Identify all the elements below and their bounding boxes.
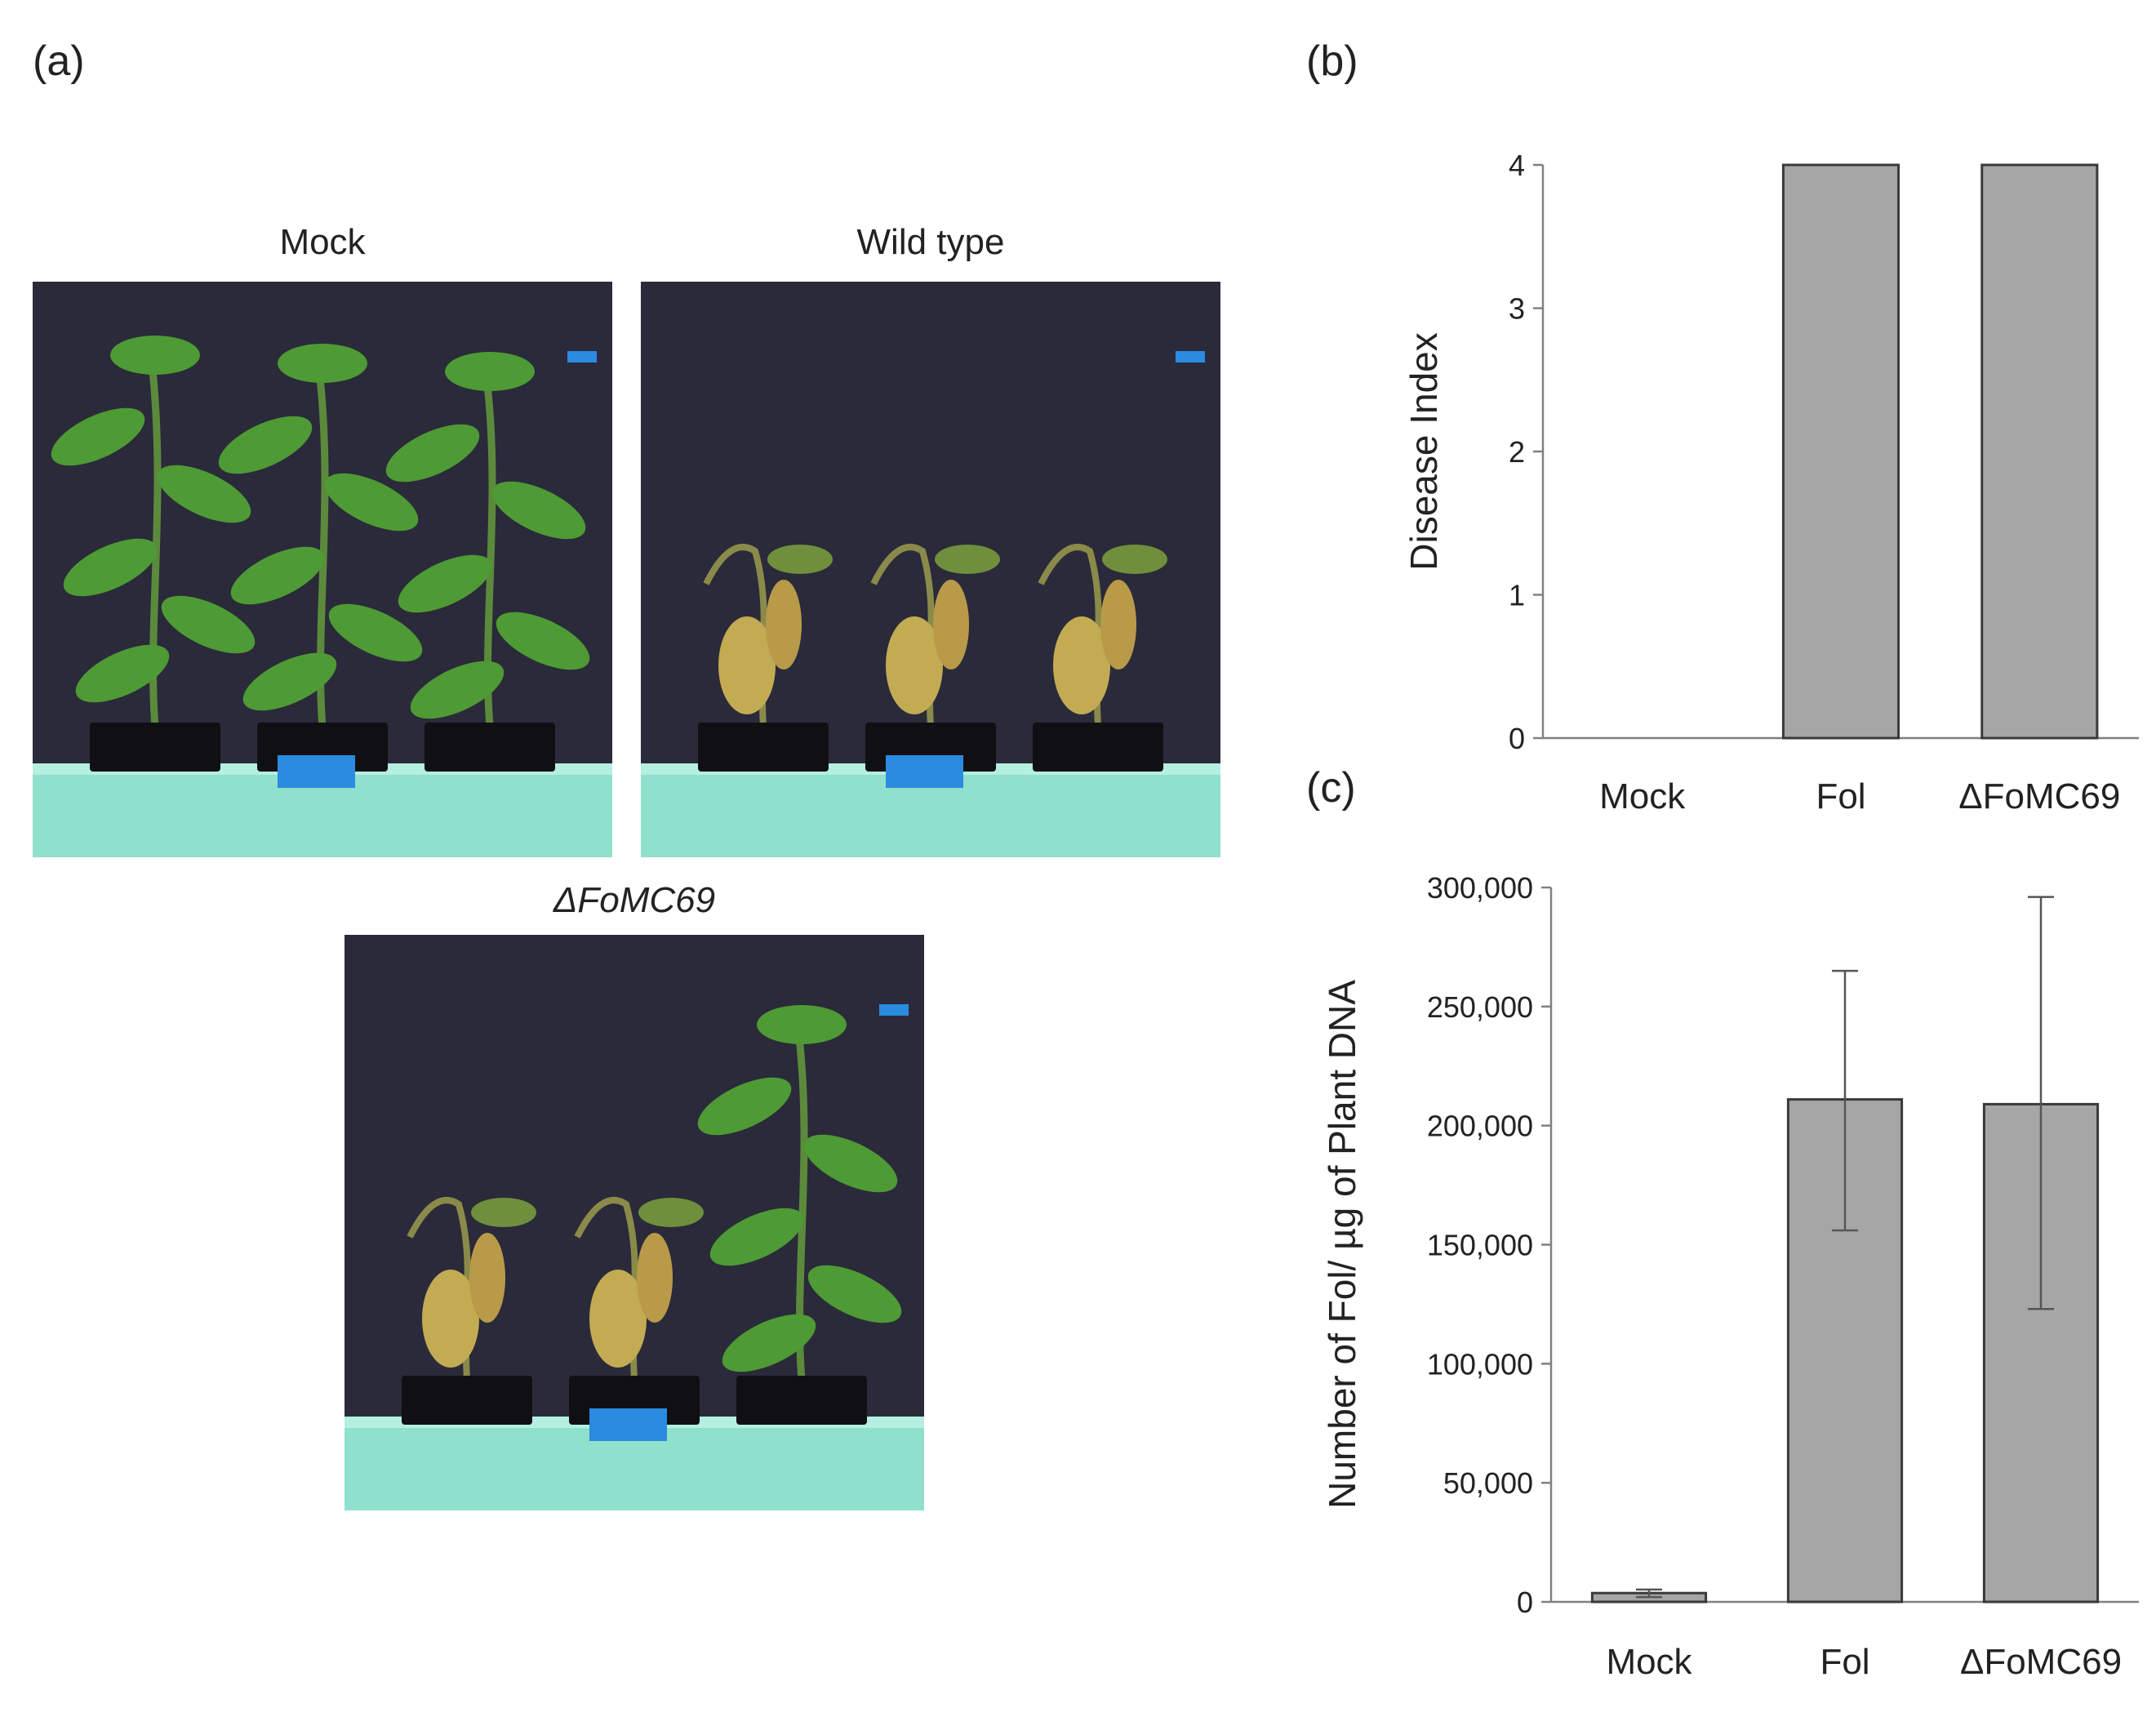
bar-Fol — [1781, 163, 1900, 740]
wilted-leaf — [766, 580, 802, 669]
leaf — [697, 1077, 792, 1136]
category-label: ΔFoMC69 — [1960, 1642, 2122, 1682]
tape-label — [589, 1408, 667, 1441]
y-axis-title: Disease Index — [1403, 332, 1445, 571]
pot — [90, 723, 220, 772]
panel-c-letter: (c) — [1306, 764, 1356, 812]
leaf — [230, 546, 325, 605]
category-label: Fol — [1820, 1642, 1869, 1682]
y-tick-label: 150,000 — [1427, 1229, 1533, 1262]
category-label: Mock — [1599, 776, 1686, 816]
y-tick-label: 0 — [1517, 1586, 1533, 1619]
photo-illustration — [345, 935, 924, 1510]
leaf — [63, 538, 158, 597]
leaf — [157, 465, 251, 523]
wilted-leaf — [933, 580, 969, 669]
y-tick-label: 1 — [1509, 579, 1525, 612]
y-axis-title: Number of Fol/ µg of Plant DNA — [1321, 980, 1363, 1509]
leaf — [471, 1198, 536, 1227]
disease-index-chart: 0 1 2 3 4 Mock Fol ΔFoMC69 Disease Index — [1403, 149, 2139, 816]
category-label: Fol — [1816, 776, 1865, 816]
category-label: Mock — [1606, 1642, 1692, 1682]
wilted-leaf — [589, 1270, 647, 1368]
leaf — [110, 336, 200, 375]
pot — [1033, 723, 1163, 772]
leaf — [1102, 545, 1167, 574]
wilted-leaf — [637, 1233, 673, 1323]
leaf — [491, 481, 586, 540]
leaf — [75, 644, 170, 703]
leaf — [767, 545, 833, 574]
leaf — [807, 1265, 902, 1323]
photo-wild-type-plants — [641, 282, 1220, 857]
panel-a-letter: (a) — [33, 38, 85, 85]
wilted-leaf — [886, 616, 943, 714]
fungal-biomass-chart: 0 50,000 100,000 150,000 200,000 250,000 300,0… — [1321, 871, 2139, 1682]
wilted-leaf — [469, 1233, 505, 1323]
photo-label-mock: Mock — [279, 222, 366, 262]
tape-label — [886, 755, 963, 788]
y-tick-label: 100,000 — [1427, 1347, 1533, 1381]
wilted-leaf — [1100, 580, 1136, 669]
photo-mock-plants — [33, 282, 612, 857]
photo-mutant-plants — [345, 935, 924, 1510]
leaf — [324, 473, 419, 532]
photo-label-wild-type: Wild type — [856, 222, 1005, 262]
leaf — [803, 1134, 898, 1193]
y-tick-label: 200,000 — [1427, 1110, 1533, 1143]
leaf — [218, 416, 313, 474]
y-tick-label: 50,000 — [1443, 1466, 1533, 1500]
leaf — [328, 603, 423, 662]
y-tick-label: 3 — [1509, 292, 1525, 326]
y-tick-label: 250,000 — [1427, 990, 1533, 1024]
leaf — [51, 407, 145, 466]
leaf — [709, 1208, 804, 1266]
category-label: ΔFoMC69 — [1958, 776, 2120, 816]
leaf — [242, 652, 337, 711]
panel-b-letter: (b) — [1306, 38, 1358, 85]
tape-marker — [567, 351, 597, 363]
leaf — [638, 1198, 704, 1227]
tape-marker — [879, 1004, 909, 1016]
wilted-leaf — [1053, 616, 1110, 714]
leaf — [445, 352, 535, 391]
leaf — [757, 1005, 847, 1044]
pot — [736, 1376, 867, 1425]
tape-marker — [1176, 351, 1205, 363]
leaf — [935, 545, 1000, 574]
pot — [698, 723, 829, 772]
leaf — [496, 612, 590, 670]
leaf — [161, 595, 256, 654]
y-tick-label: 4 — [1509, 149, 1525, 182]
y-tick-label: 300,000 — [1427, 871, 1533, 905]
leaf — [398, 554, 492, 613]
leaf — [385, 424, 480, 483]
y-tick-label: 0 — [1509, 722, 1525, 755]
bar-ΔFoMC69 — [1980, 163, 2099, 740]
leaf — [278, 344, 367, 383]
y-tick-label: 2 — [1509, 435, 1525, 469]
wilted-leaf — [718, 616, 776, 714]
leaf — [722, 1314, 816, 1372]
leaf — [410, 661, 505, 719]
tape-label — [278, 755, 355, 788]
pot — [425, 723, 555, 772]
photo-illustration — [641, 282, 1220, 857]
wilted-leaf — [422, 1270, 479, 1368]
photo-illustration — [33, 282, 612, 857]
pot — [402, 1376, 532, 1425]
photo-label-mutant: ΔFoMC69 — [553, 880, 716, 920]
